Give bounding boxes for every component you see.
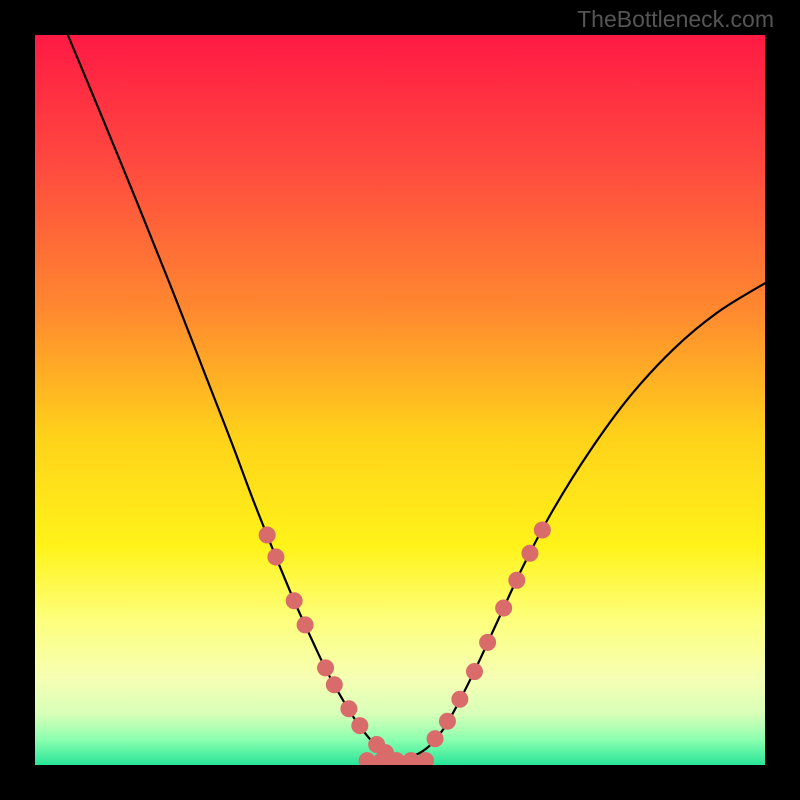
data-marker: [259, 527, 275, 543]
watermark-text: TheBottleneck.com: [577, 6, 774, 33]
data-marker: [352, 718, 368, 734]
data-marker: [326, 677, 342, 693]
data-marker: [318, 660, 334, 676]
data-marker: [268, 549, 284, 565]
data-marker: [496, 600, 512, 616]
data-marker: [427, 731, 443, 747]
data-marker: [452, 691, 468, 707]
data-marker: [480, 634, 496, 650]
data-marker: [341, 701, 357, 717]
data-marker: [286, 593, 302, 609]
data-marker: [509, 572, 525, 588]
plot-background: [35, 35, 765, 765]
data-marker: [522, 545, 538, 561]
data-marker: [439, 713, 455, 729]
bottleneck-chart: [0, 0, 800, 800]
data-marker: [297, 617, 313, 633]
data-marker: [534, 522, 550, 538]
data-marker: [466, 664, 482, 680]
